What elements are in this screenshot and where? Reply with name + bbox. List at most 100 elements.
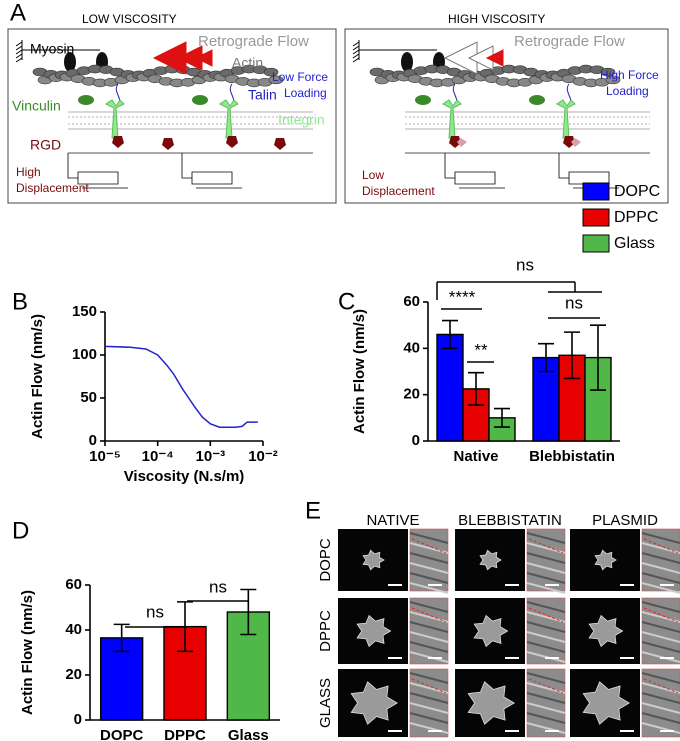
cell [362, 549, 385, 571]
panel-label: E [305, 497, 321, 524]
kymo-streak [526, 582, 566, 594]
kymo-streak [526, 532, 566, 544]
significance-label: ns [209, 577, 227, 596]
rgd [274, 138, 286, 150]
kymo-streak [641, 672, 680, 684]
diagram-label: Loading [606, 84, 649, 98]
legend-swatch [582, 182, 610, 201]
significance-label: ns [146, 602, 164, 621]
kymo-streak [409, 672, 449, 684]
diagram-label: Low [362, 168, 384, 182]
column-label: BLEBBISTATIN [458, 512, 562, 529]
ligand [571, 138, 581, 147]
diagram-label: Displacement [362, 184, 435, 198]
scale-bar [505, 584, 519, 586]
y-tick-label: 0 [89, 432, 97, 449]
significance-label: ns [565, 293, 583, 312]
rgd [226, 136, 238, 148]
kymo-streak [641, 641, 680, 653]
diagram-title: HIGH VISCOSITY [448, 12, 545, 26]
hatch [352, 41, 360, 47]
y-tick-label: 60 [403, 293, 420, 310]
scale-bar [505, 657, 519, 659]
row-label: DPPC [317, 610, 334, 652]
scale-bar [620, 730, 634, 732]
flow-arrow [194, 49, 213, 67]
actin [268, 75, 284, 85]
significance-label: ** [474, 340, 488, 359]
kymo-streak [641, 532, 680, 544]
scale-bar [620, 584, 634, 586]
panel-label: C [338, 288, 355, 315]
x-tick-label: DPPC [164, 727, 206, 741]
kymo-streak [409, 631, 449, 643]
kymo-streak [526, 572, 566, 584]
kymo-scale [545, 657, 559, 659]
panel-label: D [12, 517, 29, 544]
legend-label: Glass [614, 235, 655, 252]
vinculin [192, 95, 208, 105]
ligand [457, 138, 467, 147]
y-tick-label: 20 [403, 386, 420, 403]
kymo-streak [409, 702, 449, 714]
kymo-streak [526, 631, 566, 643]
kymo-streak [409, 641, 449, 653]
hatch [352, 57, 360, 63]
kymo-scale [660, 657, 674, 659]
hatch [15, 45, 23, 51]
kymo-streak [641, 702, 680, 714]
spring [558, 153, 610, 185]
diagram-label: Retrograde Flow [198, 33, 309, 50]
error-bar [113, 623, 130, 653]
kymo-scale [545, 730, 559, 732]
x-tick-label: DOPC [100, 727, 144, 741]
diagram-label: Actin [232, 55, 263, 71]
kymo-streak [409, 582, 449, 594]
hatch [352, 53, 360, 59]
error-bar [468, 371, 484, 406]
kymo-scale [428, 584, 442, 586]
kymo-scale [660, 584, 674, 586]
cell [582, 681, 630, 725]
kymo-streak [641, 712, 680, 724]
error-bar [442, 319, 458, 350]
kymograph [641, 668, 680, 738]
kymo-streak [641, 572, 680, 584]
significance-label: ns [516, 255, 534, 274]
kymo-fit [528, 678, 564, 694]
diagram-label: Myosin [30, 41, 74, 57]
kymo-streak [641, 621, 680, 633]
y-tick-label: 0 [74, 711, 82, 728]
y-tick-label: 20 [65, 666, 82, 683]
kymo-fit [411, 678, 447, 694]
legend-swatch [582, 208, 610, 227]
hatch [15, 49, 23, 55]
kymo-streak [409, 552, 449, 564]
panel-label: B [12, 288, 28, 315]
y-axis-label: Actin Flow (nm/s) [29, 314, 46, 439]
diagram-label: Low Force [272, 70, 328, 84]
kymo-fit [643, 678, 679, 694]
cell [350, 681, 398, 725]
myosin [64, 52, 76, 72]
diagram-label: Displacement [16, 181, 89, 195]
kymo-streak [526, 552, 566, 564]
y-tick-label: 100 [72, 346, 97, 363]
kymo-streak [526, 562, 566, 574]
panel-a-right-box [344, 28, 669, 204]
x-tick-label: Glass [228, 727, 269, 741]
integrin [105, 99, 125, 139]
y-tick-label: 150 [72, 303, 97, 320]
row-label: DOPC [317, 538, 334, 582]
spring [181, 153, 233, 185]
hatch [352, 49, 360, 55]
flow-arrow [485, 49, 504, 67]
kymo-streak [526, 692, 566, 704]
y-tick-label: 50 [80, 389, 97, 406]
y-tick-label: 0 [412, 432, 420, 449]
integrin [442, 99, 462, 139]
x-tick-label: 10⁻³ [196, 448, 226, 465]
legend-label: DPPC [614, 209, 658, 226]
bar [436, 333, 464, 442]
